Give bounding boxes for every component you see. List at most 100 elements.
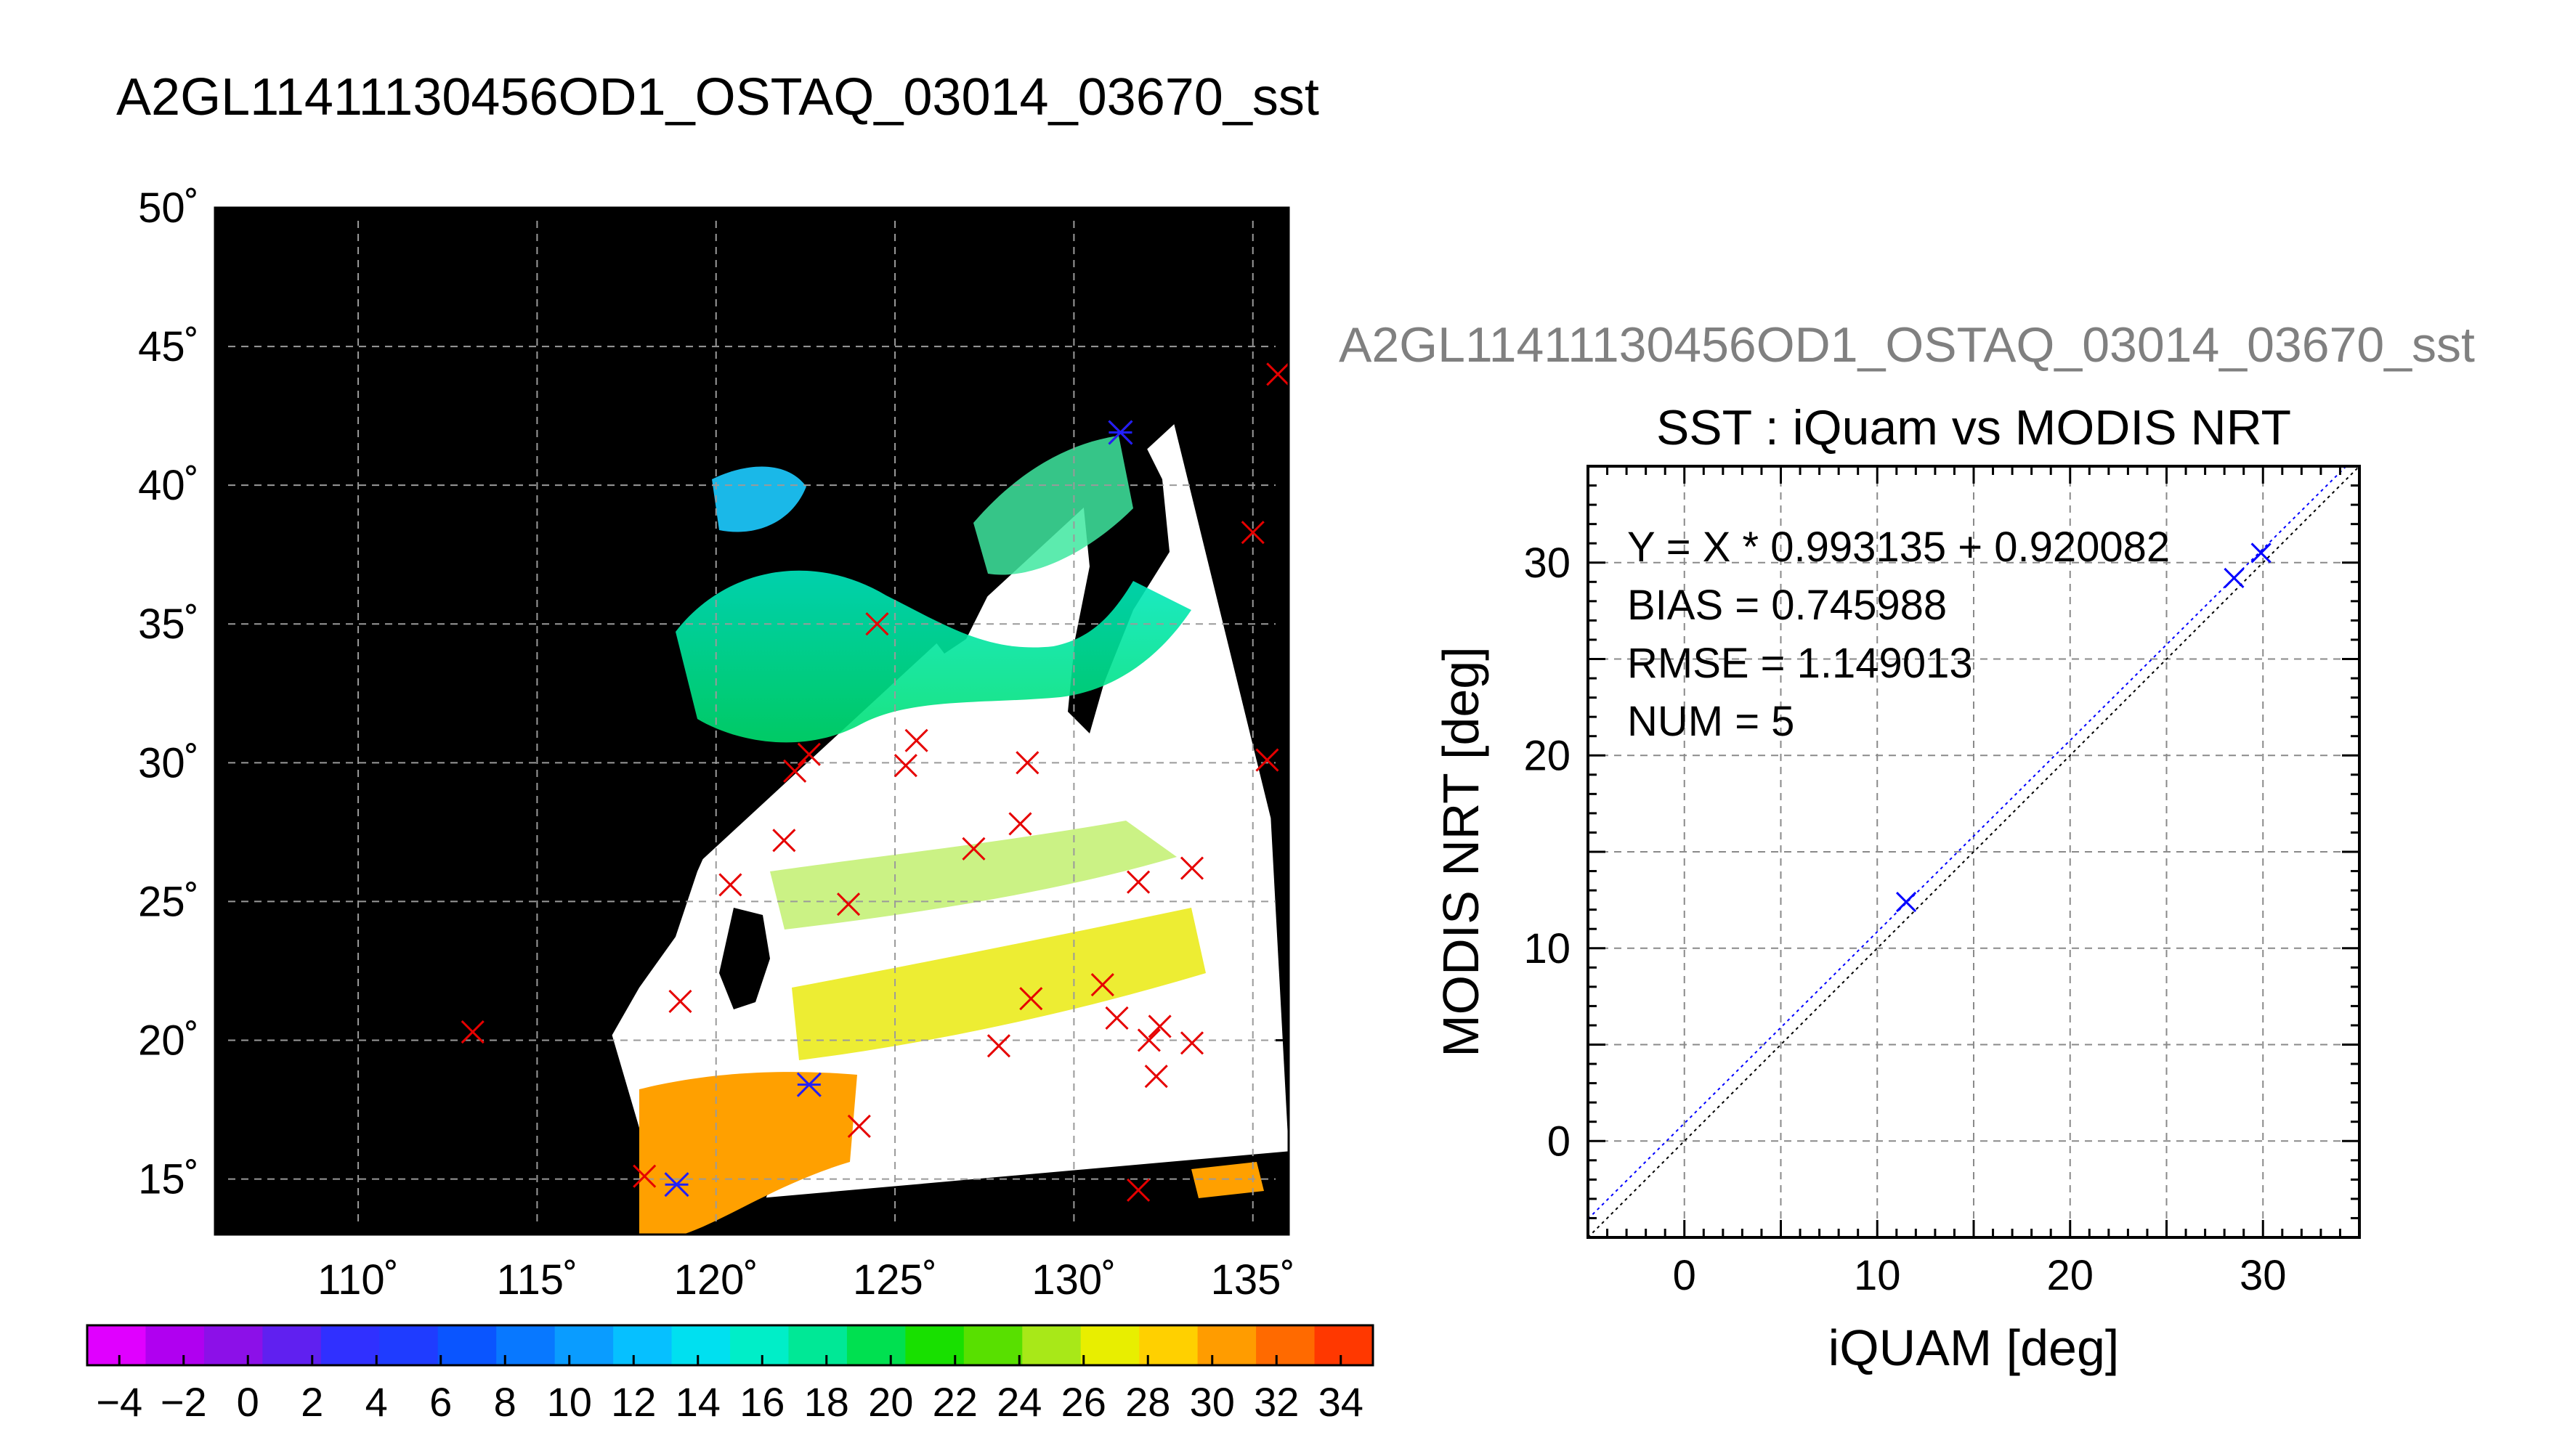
colorbar-tick-label: 2	[301, 1379, 323, 1425]
scatter-x-tick-label: 20	[2046, 1252, 2094, 1299]
map-match-marker	[783, 759, 807, 783]
scatter-point-stroke-b	[2250, 542, 2272, 564]
map-match-marker	[836, 892, 861, 916]
map-match-marker-stroke-b	[1180, 1031, 1204, 1055]
map-match-marker	[1241, 521, 1265, 545]
map-match-marker-stroke-b	[1255, 748, 1279, 772]
map-lat-tick-label: 30˚	[138, 739, 199, 786]
colorbar-segment	[1256, 1325, 1316, 1365]
colorbar-segment	[87, 1325, 147, 1365]
colorbar-segment	[437, 1325, 498, 1365]
map-match-marker-stroke-b	[986, 1034, 1011, 1058]
map-match-marker-stroke-b	[783, 759, 807, 783]
map-lat-tick-label: 45˚	[138, 323, 199, 370]
map-match-marker-stroke-b	[1137, 1028, 1161, 1052]
secondary-title: A2GL11411130456OD1_OSTAQ_03014_03670_sst	[1339, 317, 2475, 373]
colorbar-tick-label: 22	[933, 1379, 978, 1425]
map-lat-tick-label: 40˚	[138, 462, 199, 509]
colorbar-segment	[1139, 1325, 1199, 1365]
map-match-marker-stroke-b	[847, 1114, 871, 1139]
map-match-marker	[847, 1114, 871, 1139]
scatter-panel: SST : iQuam vs MODIS NRT 0 10 20 300102030 …	[1432, 400, 2361, 1376]
sst-yellow-sea-patch	[676, 570, 1191, 743]
scatter-y-tick-label: 10	[1523, 925, 1571, 972]
map-lon-tick-label: 130˚	[1032, 1256, 1116, 1304]
identity-line	[1588, 466, 2359, 1237]
map-match-marker	[1255, 748, 1279, 772]
sst-japan-sea-patch	[973, 436, 1133, 575]
map-match-marker	[986, 1034, 1011, 1058]
colorbar-segment	[788, 1325, 848, 1365]
colorbar-segment	[671, 1325, 731, 1365]
map-match-marker	[962, 837, 986, 861]
map-match-marker-stroke-b	[1016, 751, 1040, 775]
map-match-marker-stroke-b	[1127, 1178, 1151, 1202]
map-match-marker-stroke-b	[836, 892, 861, 916]
map-match-marker-stroke-b	[1127, 870, 1151, 894]
map-match-marker	[1090, 972, 1114, 997]
colorbar-tick-label: −2	[161, 1379, 207, 1425]
map-grid	[215, 207, 1289, 1235]
map-match-marker	[633, 1164, 657, 1188]
colorbar-tick-label: 32	[1254, 1379, 1299, 1425]
scatter-annotation: RMSE = 1.149013	[1627, 640, 1973, 687]
map-match-marker	[865, 612, 889, 636]
scatter-annotations: Y = X * 0.993135 + 0.920082 BIAS = 0.7459…	[1627, 524, 2170, 745]
colorbar-segment	[613, 1325, 673, 1365]
scatter-annotation: Y = X * 0.993135 + 0.920082	[1627, 524, 2170, 571]
colorbar-tick-label: −4	[96, 1379, 142, 1425]
scatter-x-tick-label: 10	[1854, 1252, 1901, 1299]
colorbar-tick-label: 0	[237, 1379, 259, 1425]
colorbar-tick-label: 6	[429, 1379, 452, 1425]
map-match-marker	[1180, 1031, 1204, 1055]
scatter-x-tick-label: 30	[2240, 1252, 2287, 1299]
map-match-marker-stroke-b	[1148, 1014, 1172, 1038]
map-lon-tick-label: 135˚	[1211, 1256, 1295, 1304]
map-match-marker	[1105, 1006, 1129, 1030]
map-match-marker	[1148, 1014, 1172, 1038]
map-match-marker-stroke-b	[893, 754, 917, 778]
scatter-point	[2250, 542, 2272, 564]
map-match-marker	[904, 728, 928, 752]
colorbar-segment	[730, 1325, 790, 1365]
sst-subtropical-band	[770, 821, 1177, 930]
map-lat-tick-label: 20˚	[138, 1017, 199, 1064]
map-match-marker-stroke-b	[865, 612, 889, 636]
map-match-marker-stroke-b	[1241, 521, 1265, 545]
map-match-marker	[1144, 1065, 1168, 1089]
scatter-y-tick-label: 20	[1523, 732, 1571, 779]
colorbar-tick-label: 24	[997, 1379, 1042, 1425]
colorbar-tick-label: 10	[547, 1379, 592, 1425]
sst-scs-patch	[639, 1072, 857, 1235]
map-match-marker	[1180, 856, 1204, 880]
map-match-marker	[1127, 870, 1151, 894]
scatter-x-tick-label: 0	[1673, 1252, 1696, 1299]
map-frame	[214, 206, 1290, 1236]
scatter-point-stroke-b	[1896, 891, 1917, 913]
map-match-marker-stroke-b	[962, 837, 986, 861]
map-match-marker-stroke-b	[772, 829, 796, 853]
map-match-marker	[461, 1020, 485, 1044]
map-lon-tick-label: 125˚	[853, 1256, 937, 1304]
map-match-marker-stroke-b	[904, 728, 928, 752]
regression-line	[1588, 466, 2348, 1220]
colorbar-tick-label: 16	[739, 1379, 785, 1425]
colorbar-segment	[1197, 1325, 1257, 1365]
scatter-point-stroke-b	[2224, 567, 2245, 589]
map-lon-tick-label: 115˚	[497, 1256, 578, 1304]
scatter-annotation: BIAS = 0.745988	[1627, 582, 1947, 629]
map-match-marker	[1127, 1178, 1151, 1202]
map-lat-tick-label: 50˚	[138, 184, 199, 232]
map-match-marker-stroke-b	[797, 742, 821, 766]
map-match-marker	[772, 829, 796, 853]
colorbar-frame	[86, 1324, 1374, 1367]
colorbar-tick-label: 26	[1061, 1379, 1106, 1425]
scatter-x-axis-label: iQUAM [deg]	[1828, 1319, 2120, 1376]
colorbar-segment	[203, 1325, 264, 1365]
colorbar-segment	[1080, 1325, 1140, 1365]
sst-east-patch	[1191, 1162, 1264, 1198]
colorbar-segment	[320, 1325, 381, 1365]
colorbar-tick-label: 34	[1318, 1379, 1363, 1425]
map-match-marker	[1019, 987, 1043, 1011]
scatter-points	[1896, 542, 2272, 913]
